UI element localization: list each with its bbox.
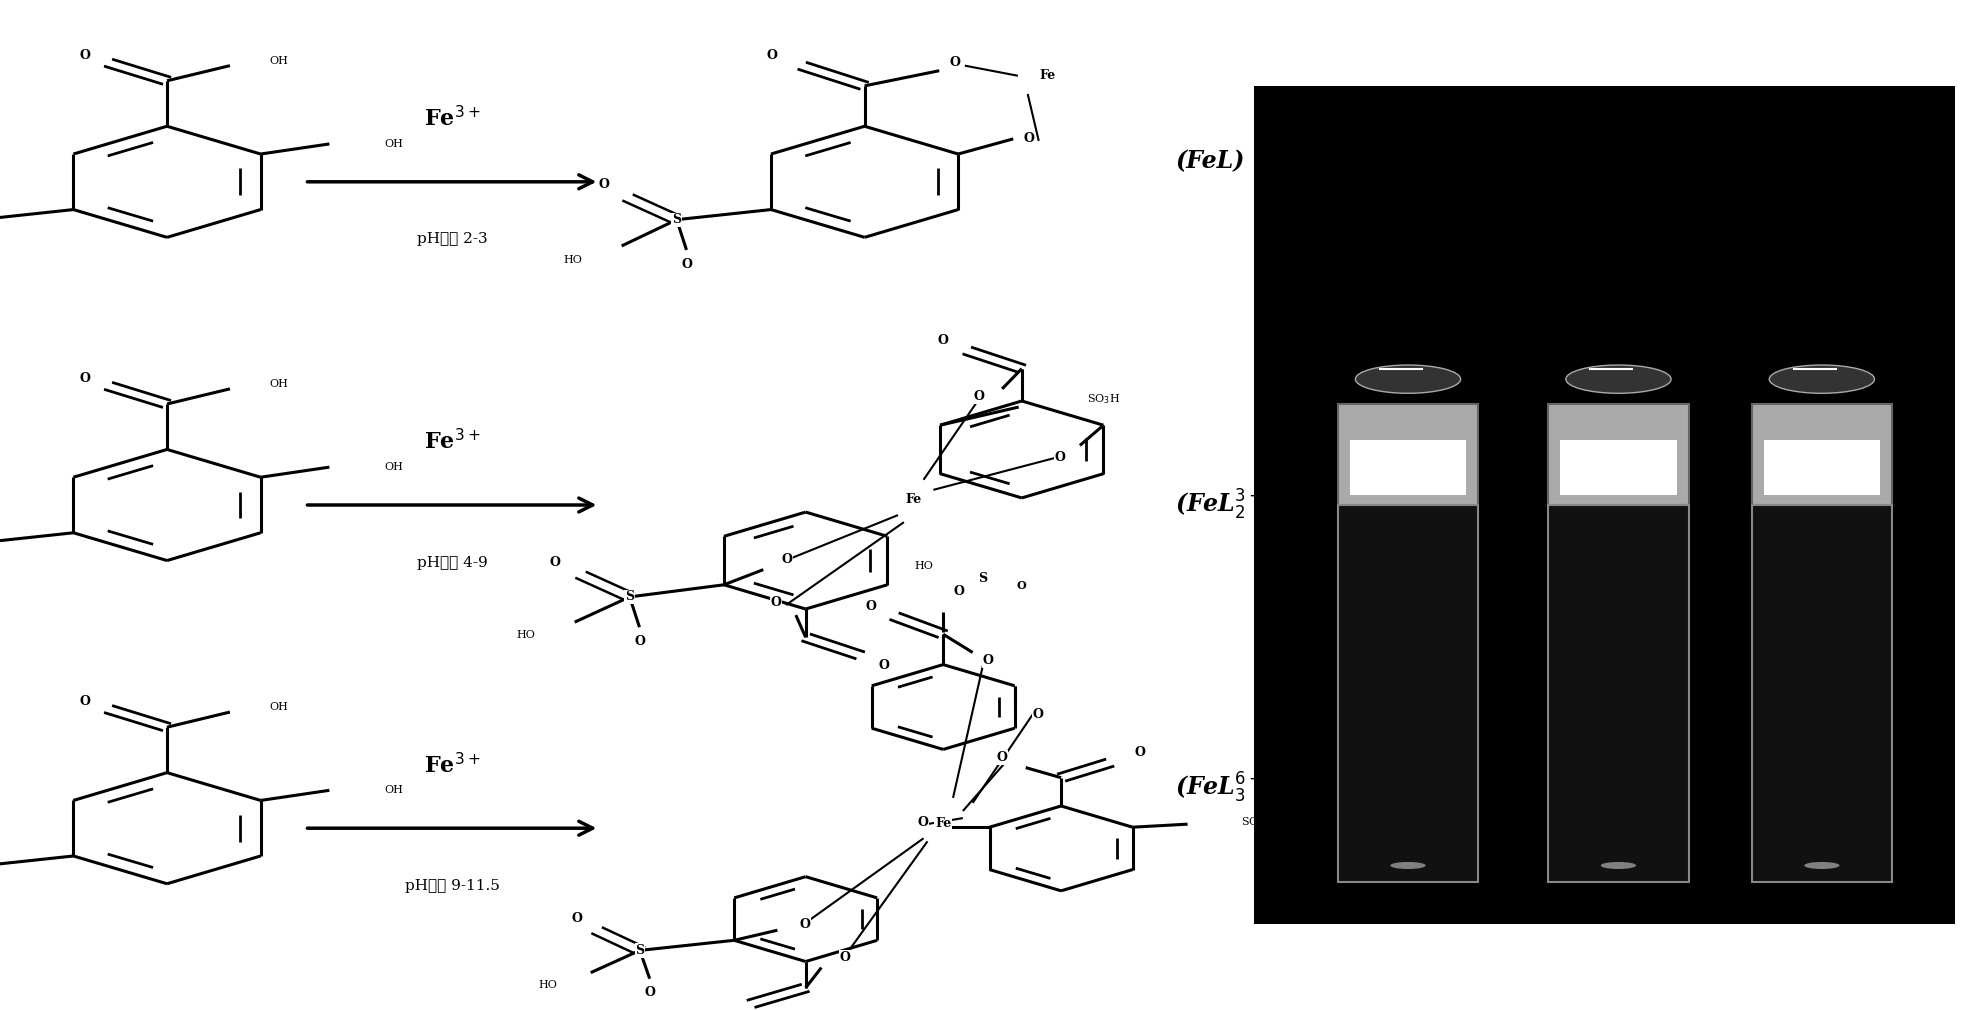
Text: SO$_3$H: SO$_3$H	[1239, 815, 1273, 829]
Text: O: O	[982, 654, 994, 667]
Text: Fe: Fe	[935, 817, 951, 829]
Text: O: O	[79, 373, 90, 385]
Text: O: O	[878, 660, 890, 672]
Text: OH: OH	[385, 139, 403, 148]
Text: O: O	[782, 553, 791, 566]
Text: O: O	[682, 258, 691, 271]
Text: O: O	[1133, 746, 1145, 759]
Text: O: O	[972, 391, 984, 403]
Text: S: S	[634, 944, 644, 956]
Text: (FeL): (FeL)	[1174, 149, 1243, 174]
Text: O: O	[770, 597, 782, 609]
Text: O: O	[839, 951, 850, 964]
Text: O: O	[949, 57, 960, 69]
Text: O: O	[634, 635, 644, 647]
Text: HO: HO	[913, 561, 933, 571]
Text: O: O	[79, 696, 90, 708]
Ellipse shape	[1391, 862, 1426, 869]
Bar	[1762, 439, 1880, 495]
Text: (FeL$_2^{3-}$): (FeL$_2^{3-}$)	[1174, 488, 1277, 522]
Bar	[1548, 505, 1687, 883]
Text: Fe: Fe	[1039, 70, 1055, 82]
Bar	[1548, 404, 1687, 505]
Bar	[1559, 439, 1675, 495]
Text: O: O	[766, 49, 778, 62]
Text: Fe$^{3+}$: Fe$^{3+}$	[424, 106, 479, 131]
Text: OH: OH	[269, 702, 289, 712]
Text: OH: OH	[269, 379, 289, 389]
Text: (FeL$_3^{6-}$): (FeL$_3^{6-}$)	[1174, 771, 1277, 805]
Ellipse shape	[1601, 862, 1636, 869]
Bar	[1750, 505, 1891, 883]
Text: O: O	[996, 751, 1008, 764]
Text: O: O	[644, 987, 654, 999]
Text: pH范围 2-3: pH范围 2-3	[416, 232, 487, 246]
Ellipse shape	[1355, 365, 1459, 393]
Bar	[1349, 439, 1465, 495]
Text: O: O	[864, 600, 876, 612]
Text: O: O	[572, 912, 581, 924]
Text: O: O	[953, 586, 964, 598]
Text: Fe: Fe	[905, 494, 921, 506]
Text: pH范围 4-9: pH范围 4-9	[416, 556, 487, 570]
Text: O: O	[1033, 708, 1043, 720]
Text: OH: OH	[385, 786, 403, 795]
Ellipse shape	[1803, 862, 1838, 869]
Text: HO: HO	[564, 256, 581, 265]
Text: S: S	[625, 591, 634, 603]
Text: O: O	[1055, 451, 1064, 464]
Text: OH: OH	[385, 463, 403, 472]
Text: SO$_3$H: SO$_3$H	[1086, 392, 1119, 406]
Text: S: S	[672, 213, 682, 226]
Text: Fe$^{3+}$: Fe$^{3+}$	[424, 752, 479, 778]
Text: O: O	[799, 918, 809, 930]
Text: Fe$^{3+}$: Fe$^{3+}$	[424, 429, 479, 454]
Bar	[1337, 505, 1477, 883]
Ellipse shape	[1565, 365, 1669, 393]
Text: HO: HO	[538, 980, 558, 990]
Text: O: O	[550, 557, 560, 569]
Bar	[1750, 404, 1891, 505]
Text: O: O	[79, 49, 90, 62]
Bar	[1253, 86, 1954, 924]
Text: O: O	[599, 178, 609, 191]
Ellipse shape	[1768, 365, 1874, 393]
Text: O: O	[937, 334, 949, 346]
Text: S: S	[978, 573, 986, 585]
Bar	[1337, 404, 1477, 505]
Text: pH范围 9-11.5: pH范围 9-11.5	[405, 879, 499, 893]
Text: O: O	[917, 816, 927, 828]
Text: O: O	[1017, 581, 1025, 591]
Text: OH: OH	[269, 56, 289, 66]
Text: O: O	[1023, 132, 1033, 145]
Text: HO: HO	[517, 630, 534, 640]
